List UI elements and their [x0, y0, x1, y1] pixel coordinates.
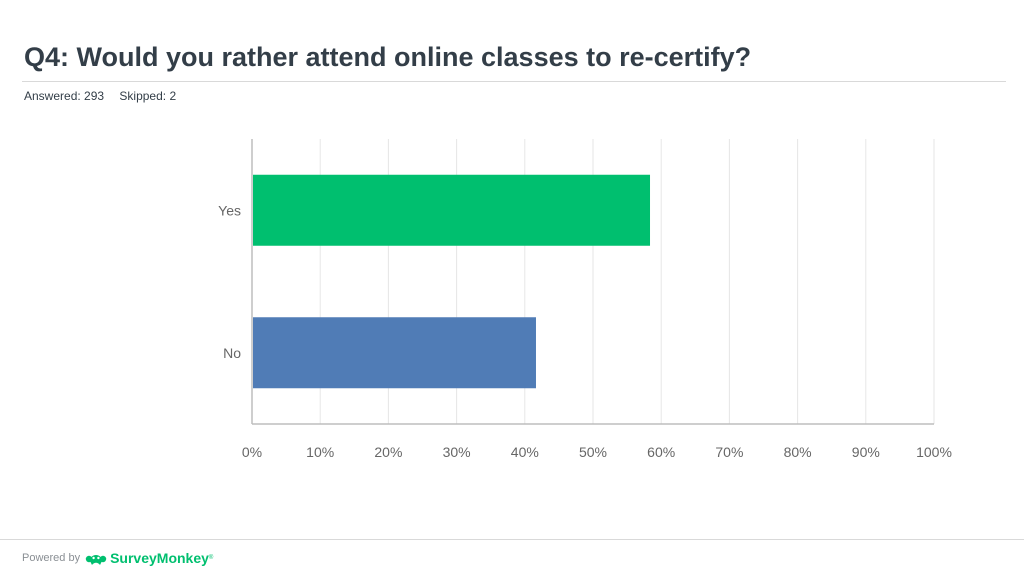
bar-no: [253, 317, 536, 389]
question-title: Q4: Would you rather attend online class…: [24, 42, 752, 72]
x-tick-label: 30%: [443, 444, 471, 460]
x-tick-label: 70%: [715, 444, 743, 460]
x-tick-label: 80%: [784, 444, 812, 460]
skipped-count: Skipped: 2: [119, 89, 177, 103]
answered-count: Answered: 293: [24, 89, 105, 103]
title-divider: [22, 81, 1006, 82]
category-label: No: [223, 345, 241, 361]
response-stats: Answered: 293 Skipped: 2: [24, 89, 176, 103]
x-tick-label: 60%: [647, 444, 675, 460]
powered-by-label: Powered by: [22, 552, 81, 564]
x-tick-label: 0%: [242, 444, 262, 460]
x-tick-label: 100%: [916, 444, 952, 460]
chart-bars: [253, 174, 651, 389]
x-tick-label: 40%: [511, 444, 539, 460]
surveymonkey-logo-icon: [85, 549, 107, 567]
footer-divider: [0, 539, 1024, 540]
category-label: Yes: [218, 202, 241, 218]
x-axis-tick-labels: 0% 10% 20% 30% 40% 50% 60% 70% 80% 90% 100%: [242, 444, 952, 460]
footer: Powered by SurveyMonkey ®: [22, 549, 213, 567]
category-labels: Yes No: [218, 202, 241, 361]
chart-gridlines: [251, 139, 935, 425]
surveymonkey-brand: SurveyMonkey: [110, 550, 209, 566]
x-tick-label: 20%: [374, 444, 402, 460]
x-tick-label: 90%: [852, 444, 880, 460]
bar-yes: [253, 174, 651, 246]
x-tick-label: 50%: [579, 444, 607, 460]
bar-chart: Yes No 0% 10% 20% 30% 40% 50% 60% 70% 80% 90% 100%: [218, 139, 952, 460]
trademark-symbol: ®: [208, 555, 214, 561]
x-tick-label: 10%: [306, 444, 334, 460]
